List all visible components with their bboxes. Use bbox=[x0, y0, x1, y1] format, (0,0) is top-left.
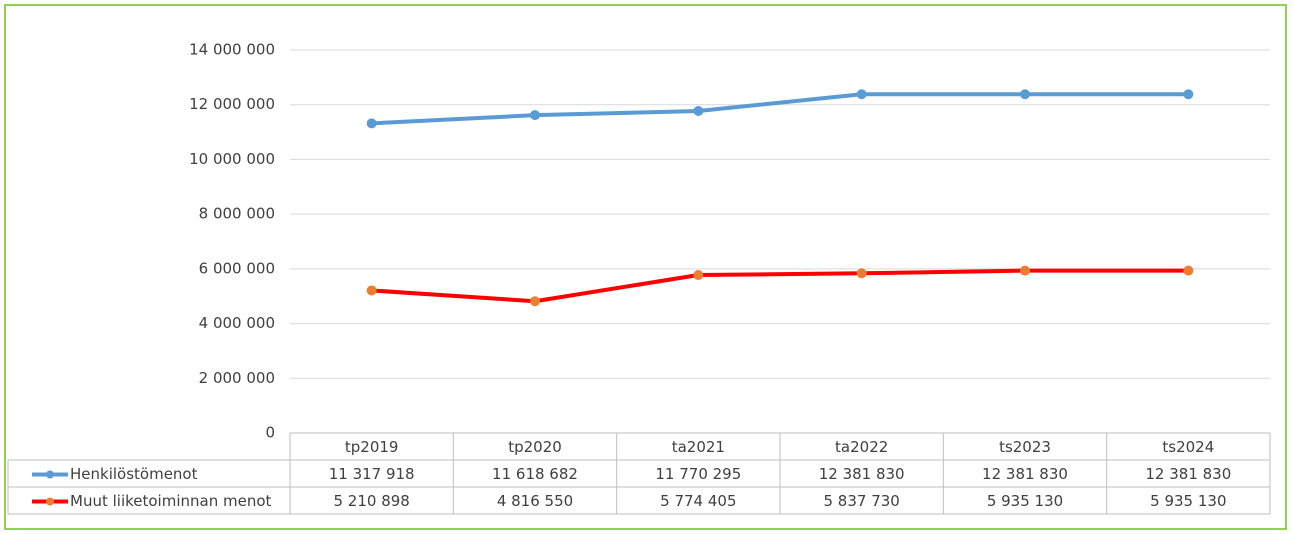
marker bbox=[856, 89, 867, 100]
y-tick-label: 14 000 000 bbox=[189, 41, 275, 59]
y-tick-label: 0 bbox=[265, 424, 275, 442]
table-value: 11 618 682 bbox=[492, 465, 578, 483]
x-tick-label: ta2022 bbox=[835, 438, 888, 456]
table-value: 11 317 918 bbox=[329, 465, 415, 483]
y-tick-label: 10 000 000 bbox=[189, 150, 275, 168]
table-value: 5 837 730 bbox=[823, 492, 899, 510]
table-value: 12 381 830 bbox=[982, 465, 1068, 483]
table-value: 5 774 405 bbox=[660, 492, 736, 510]
marker bbox=[366, 285, 377, 296]
table-value: 11 770 295 bbox=[655, 465, 741, 483]
y-tick-label: 12 000 000 bbox=[189, 95, 275, 113]
marker bbox=[1020, 265, 1030, 276]
table-value: 5 935 130 bbox=[1150, 492, 1226, 510]
marker bbox=[856, 268, 867, 279]
table-value: 12 381 830 bbox=[819, 465, 905, 483]
legend-label: Henkilöstömenot bbox=[70, 465, 198, 483]
marker bbox=[530, 296, 540, 307]
marker bbox=[693, 105, 704, 116]
table-value: 12 381 830 bbox=[1145, 465, 1231, 483]
x-tick-label: ts2023 bbox=[999, 438, 1051, 456]
series-line bbox=[371, 268, 1189, 304]
legend-label: Muut liiketoiminnan menot bbox=[70, 492, 271, 510]
y-tick-label: 8 000 000 bbox=[199, 205, 275, 223]
marker bbox=[530, 110, 540, 121]
frame bbox=[4, 4, 1287, 530]
x-tick-label: ta2021 bbox=[672, 438, 725, 456]
y-tick-label: 4 000 000 bbox=[199, 314, 275, 332]
table-value: 5 210 898 bbox=[333, 492, 409, 510]
legend-marker bbox=[46, 470, 54, 479]
table-value: 5 935 130 bbox=[987, 492, 1063, 510]
y-tick-label: 2 000 000 bbox=[199, 369, 275, 387]
x-tick-label: ts2024 bbox=[1162, 438, 1214, 456]
marker bbox=[1183, 89, 1194, 100]
x-tick-label: tp2019 bbox=[345, 438, 399, 456]
series-line bbox=[371, 92, 1189, 126]
marker bbox=[693, 270, 704, 281]
marker bbox=[1020, 89, 1030, 100]
marker bbox=[1183, 265, 1194, 276]
legend-marker bbox=[46, 497, 54, 506]
table-value: 4 816 550 bbox=[497, 492, 573, 510]
y-tick-label: 6 000 000 bbox=[199, 259, 275, 277]
marker bbox=[366, 118, 377, 129]
x-tick-label: tp2020 bbox=[508, 438, 562, 456]
